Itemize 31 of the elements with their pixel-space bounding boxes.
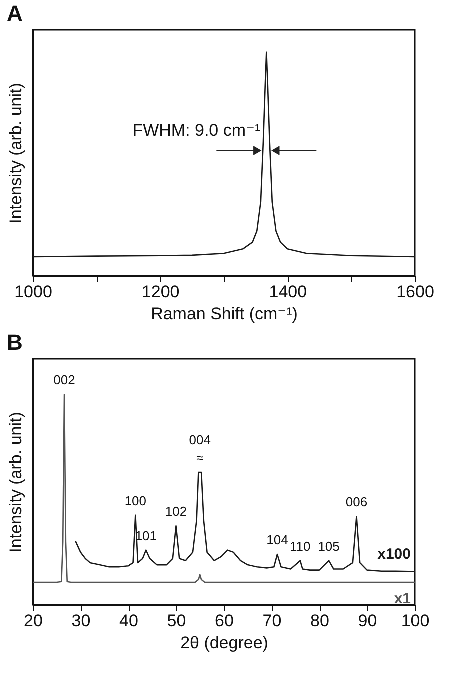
annotation: 100 (124, 493, 147, 508)
annotation: 102 (165, 504, 188, 520)
annotation: 002 (54, 372, 76, 388)
series-label: x100 (378, 546, 411, 563)
chart-title: B (7, 330, 23, 355)
x-tick-label: 80 (310, 612, 330, 630)
x-tick-label: 1400 (269, 282, 308, 302)
x-tick-label: 90 (358, 612, 378, 630)
x-tick-label: 30 (72, 612, 91, 630)
x-tick-label: 100 (401, 612, 430, 630)
x-axis-title: 2θ (degree) (180, 634, 268, 652)
x-tick-label: 1600 (396, 282, 434, 302)
annotation: 110 (290, 538, 311, 554)
chart-title: A (7, 1, 23, 26)
annotation: ≈ (196, 450, 204, 466)
annotation: FWHM: 9.0 cm⁻¹ (132, 120, 261, 140)
annotation: 004 (189, 432, 211, 448)
x-tick-label: 40 (120, 612, 138, 630)
x-tick-label: 60 (215, 612, 234, 630)
x-axis-title: Raman Shift (cm⁻¹) (151, 304, 298, 324)
annotation: 104 (266, 532, 288, 548)
x-tick-label: 1200 (142, 282, 180, 302)
series-label: x1 (394, 590, 411, 608)
x-tick-label: 70 (262, 612, 282, 630)
x-tick-label: 1000 (14, 282, 52, 302)
x-tick-label: 20 (24, 612, 43, 630)
x-tick-label: 50 (167, 612, 186, 630)
annotation: 105 (318, 538, 340, 554)
annotation: 006 (346, 494, 368, 510)
y-axis-title: Intensity (arb. unit) (6, 83, 26, 224)
y-axis-title: Intensity (arb. unit) (6, 412, 26, 553)
